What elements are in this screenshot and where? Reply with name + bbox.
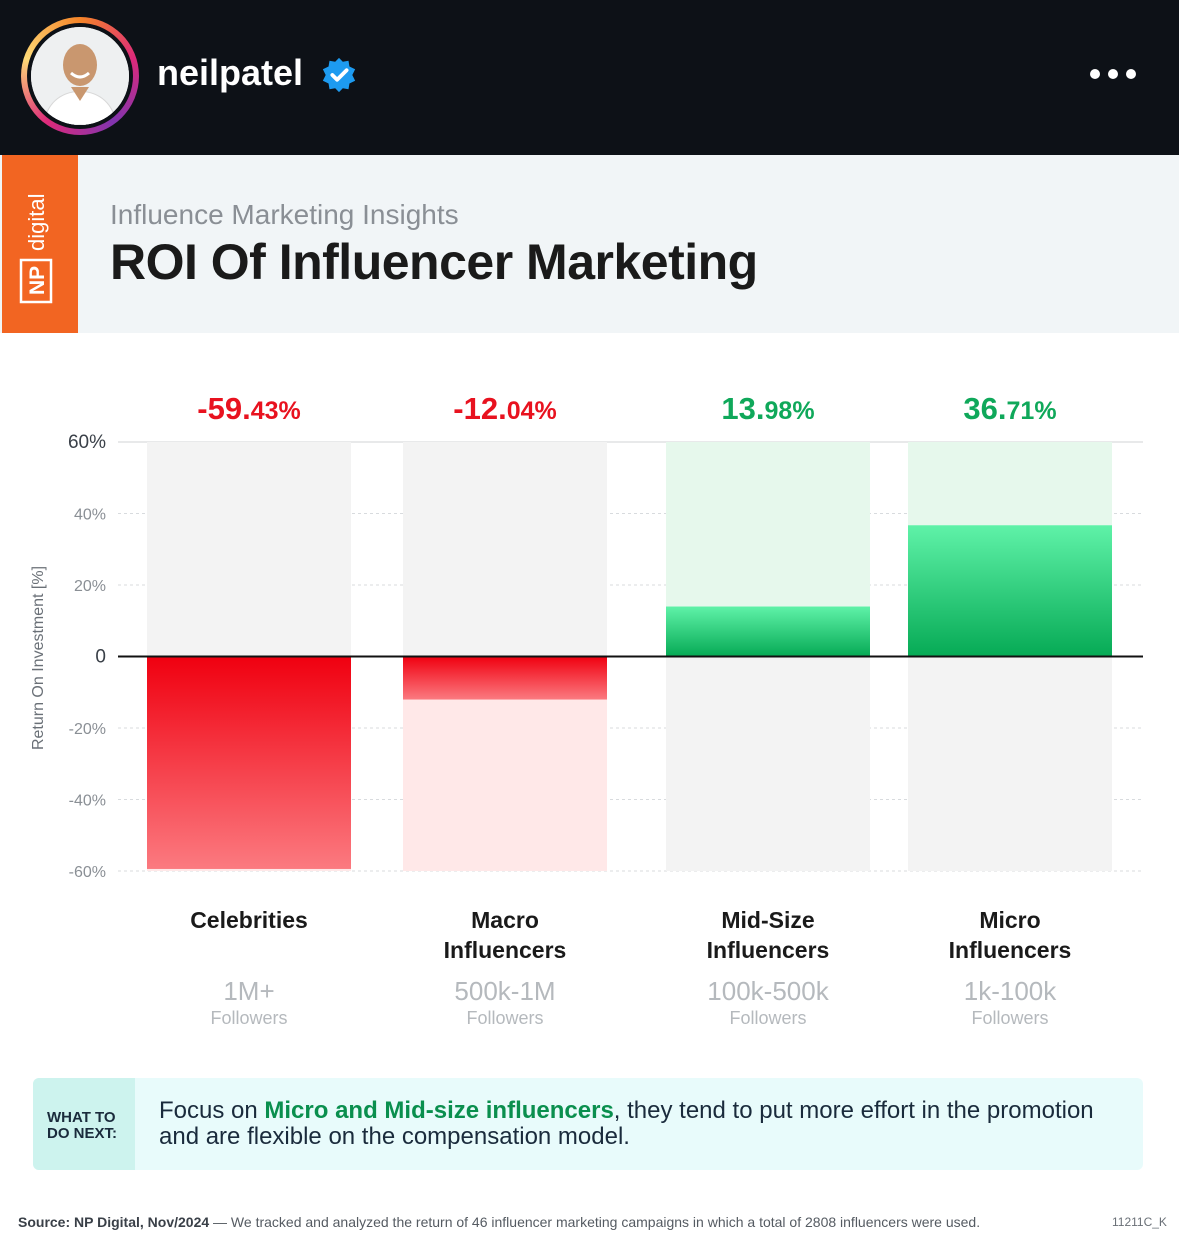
np-digital-logo-mark: NP digital: [19, 194, 53, 304]
followers-label: Followers: [466, 1008, 544, 1028]
followers-range: 1M+: [223, 976, 275, 1006]
roi-bar-chart: 60% 40% 20% 0 -20% -40% -60% -59.43% -12.04% 13.…: [30, 391, 1143, 881]
bar-micro-influencers: [908, 525, 1112, 657]
y-tick-label: 40%: [74, 507, 106, 524]
infographic-header: NP digital Influence Marketing Insights …: [0, 155, 1179, 333]
followers-label: Followers: [729, 1008, 807, 1028]
source-name: NP Digital, Nov/2024: [74, 1214, 210, 1230]
y-tick-label: 60%: [68, 432, 106, 453]
followers-range: 100k-500k: [707, 976, 829, 1006]
next-text-bold: Micro and Mid-size influencers: [264, 1097, 614, 1124]
followers-label: Followers: [971, 1008, 1049, 1028]
verified-badge-icon: [322, 57, 356, 93]
avatar[interactable]: [21, 17, 139, 135]
y-tick-label: 20%: [74, 578, 106, 595]
followers-range: 1k-100k: [963, 976, 1057, 1006]
infographic-card: NP digital Influence Marketing Insights …: [0, 155, 1179, 1257]
svg-text:digital: digital: [24, 194, 49, 251]
infographic-subtitle: Influence Marketing Insights: [110, 199, 459, 230]
np-digital-logo: NP digital: [2, 155, 78, 333]
what-to-do-next-line2: DO NEXT:: [47, 1125, 118, 1142]
what-to-do-next-text: Focus on Micro and Mid-size influencers,…: [159, 1098, 1109, 1150]
category-label: Macro Influencers: [443, 907, 567, 963]
followers-label: Followers: [210, 1008, 288, 1028]
next-text-before: Focus on: [159, 1097, 265, 1124]
svg-text:NP: NP: [26, 266, 49, 295]
profile-photo: [31, 27, 129, 125]
more-dots-icon[interactable]: [1088, 64, 1138, 84]
username[interactable]: neilpatel: [157, 52, 304, 93]
roi-chart: 60% 40% 20% 0 -20% -40% -60% -59.43% -12.04% 13.…: [0, 333, 1179, 1053]
y-tick-label: -20%: [69, 721, 106, 738]
what-to-do-next-box: WHAT TO DO NEXT: Focus on Micro and Mid-…: [33, 1078, 1143, 1170]
source-note: Source: NP Digital, Nov/2024 — We tracke…: [18, 1214, 980, 1230]
y-tick-label: -60%: [69, 864, 106, 881]
category-label: Mid-Size Influencers: [706, 907, 830, 963]
what-to-do-next-line1: WHAT TO: [47, 1109, 116, 1126]
chart-code: 11211C_K: [1112, 1215, 1167, 1229]
source-label: Source:: [18, 1214, 71, 1230]
source-text: — We tracked and analyzed the return of …: [209, 1214, 981, 1230]
category-label: Micro Influencers: [948, 907, 1072, 963]
value-label: -59.43%: [197, 391, 300, 426]
y-tick-label: 0: [95, 647, 106, 668]
bar-macro-influencers: [403, 656, 607, 700]
followers-range: 500k-1M: [454, 976, 556, 1006]
bar-mid-size-influencers: [666, 606, 870, 657]
profile-header: neilpatel: [0, 0, 1179, 155]
value-label: 36.71%: [963, 391, 1056, 426]
what-to-do-next-tag: WHAT TO DO NEXT:: [33, 1078, 135, 1170]
category-label: Celebrities: [190, 907, 308, 933]
y-axis-label: Return On Investment [%]: [30, 566, 47, 750]
value-label: 13.98%: [721, 391, 814, 426]
value-label: -12.04%: [453, 391, 556, 426]
y-tick-label: -40%: [69, 793, 106, 810]
bar-celebrities: [147, 656, 351, 869]
next-text-after: , they tend to put more effort in the pr…: [159, 1097, 1094, 1150]
infographic-title: ROI Of Influencer Marketing: [110, 234, 758, 290]
